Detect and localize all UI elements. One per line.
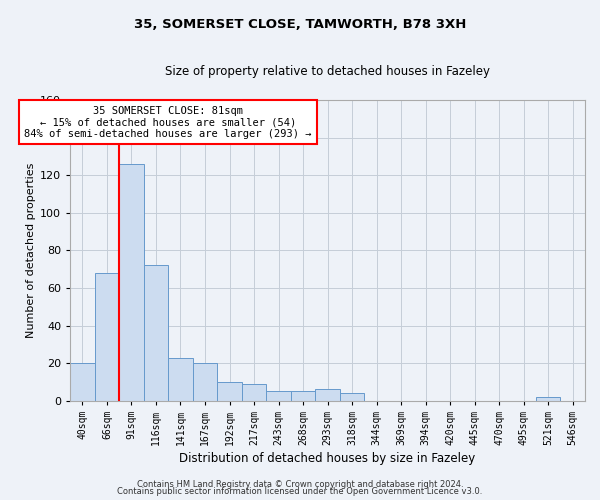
Bar — [168, 358, 193, 401]
Bar — [119, 164, 144, 401]
Bar — [144, 266, 168, 401]
Bar — [217, 382, 242, 401]
Text: 35 SOMERSET CLOSE: 81sqm
← 15% of detached houses are smaller (54)
84% of semi-d: 35 SOMERSET CLOSE: 81sqm ← 15% of detach… — [25, 106, 312, 139]
Bar — [193, 363, 217, 401]
Bar — [316, 390, 340, 401]
Bar — [536, 397, 560, 401]
Title: Size of property relative to detached houses in Fazeley: Size of property relative to detached ho… — [165, 65, 490, 78]
Text: 35, SOMERSET CLOSE, TAMWORTH, B78 3XH: 35, SOMERSET CLOSE, TAMWORTH, B78 3XH — [134, 18, 466, 30]
Bar — [242, 384, 266, 401]
Bar — [291, 392, 316, 401]
Text: Contains HM Land Registry data © Crown copyright and database right 2024.: Contains HM Land Registry data © Crown c… — [137, 480, 463, 489]
Bar — [340, 394, 364, 401]
Bar — [266, 392, 291, 401]
Text: Contains public sector information licensed under the Open Government Licence v3: Contains public sector information licen… — [118, 487, 482, 496]
Y-axis label: Number of detached properties: Number of detached properties — [26, 162, 36, 338]
Bar — [70, 363, 95, 401]
Bar — [95, 273, 119, 401]
X-axis label: Distribution of detached houses by size in Fazeley: Distribution of detached houses by size … — [179, 452, 476, 465]
